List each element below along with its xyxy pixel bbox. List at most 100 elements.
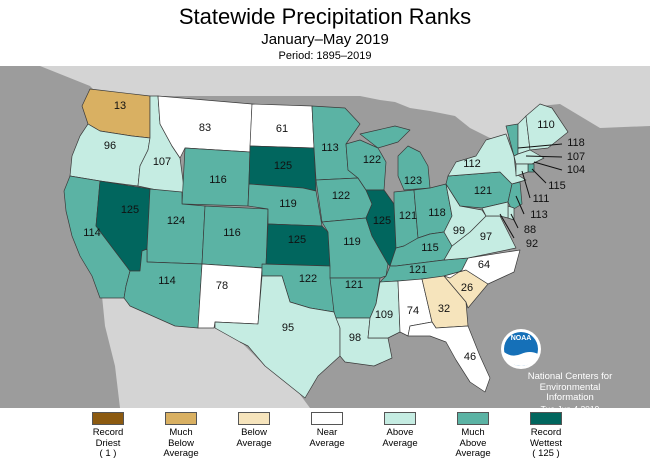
rank-NH: 107 <box>567 151 585 163</box>
rank-NM: 78 <box>216 280 228 292</box>
noaa-logo-icon: NOAA <box>501 329 541 369</box>
leader-MD <box>499 213 515 239</box>
legend-swatch <box>311 412 343 425</box>
legend-label3: ( 125 ) <box>532 448 560 459</box>
legend-label2: Average <box>382 437 418 449</box>
legend-label2: Above <box>459 437 487 449</box>
map-title: Statewide Precipitation Ranks <box>178 4 472 29</box>
leader-NJ <box>515 195 525 215</box>
rank-NE: 119 <box>279 198 297 210</box>
rank-SC: 26 <box>461 282 473 294</box>
rank-OR: 96 <box>104 140 116 152</box>
leader-CT <box>521 170 531 199</box>
rank-ID: 107 <box>153 156 171 168</box>
legend-item-record-driest: Record Driest ( 1 ) <box>68 412 148 460</box>
state-TX <box>214 275 341 399</box>
rank-IL: 125 <box>373 215 391 227</box>
state-MI <box>359 125 431 191</box>
legend-label2: Below <box>168 437 194 449</box>
rank-MI: 123 <box>404 175 422 187</box>
rank-DE: 88 <box>524 224 536 236</box>
legend-label2: Wettest <box>529 437 563 449</box>
rank-KY: 115 <box>421 242 439 254</box>
rank-WI: 122 <box>363 154 381 166</box>
state-CT <box>515 163 529 177</box>
legend-item-below: Below Average <box>214 412 294 449</box>
legend-label: Near <box>316 427 338 438</box>
rank-ND: 61 <box>276 123 288 135</box>
legend-swatch <box>384 412 416 425</box>
leader-VT <box>517 143 563 149</box>
rank-WA: 13 <box>114 100 126 112</box>
legend-item-much-below: Much Below Average <box>141 412 221 460</box>
legend-swatch <box>92 412 124 425</box>
rank-MS: 109 <box>375 309 393 321</box>
leader-NH <box>525 155 563 158</box>
canada-land <box>40 66 650 141</box>
rank-KS: 125 <box>288 234 306 246</box>
legend-label: Above <box>386 427 414 438</box>
rank-MT: 83 <box>199 122 211 134</box>
leader-DE <box>510 213 519 229</box>
legend-item-record-wettest: Record Wettest ( 125 ) <box>506 412 586 460</box>
rank-GA: 32 <box>438 303 450 315</box>
map-subtitle: January–May 2019 <box>261 31 389 48</box>
rank-NJ: 113 <box>530 209 548 221</box>
rank-MA: 104 <box>567 164 585 176</box>
rank-NC: 64 <box>478 259 490 271</box>
noaa-block: NOAA National Centers for Environmental … <box>500 328 640 414</box>
rank-FL: 46 <box>464 351 476 363</box>
rank-AR: 121 <box>345 279 363 291</box>
legend-label3: Average <box>163 448 199 459</box>
legend-label2: Average <box>236 437 272 449</box>
us-map-svg: 13 96 114 107 125 83 116 124 114 116 78 … <box>40 66 650 408</box>
legend-label: Much <box>169 427 193 438</box>
rank-OH: 118 <box>428 207 446 219</box>
legend: Record Driest ( 1 ) Much Below Average B… <box>0 412 650 475</box>
state-NC <box>443 249 521 285</box>
rank-UT: 124 <box>167 215 185 227</box>
rank-AZ: 114 <box>158 275 176 287</box>
leader-RI <box>531 168 547 184</box>
rank-CO: 116 <box>223 227 241 239</box>
legend-swatch <box>457 412 489 425</box>
leader-MA <box>533 161 563 171</box>
rank-AL: 74 <box>407 305 419 317</box>
legend-label2: Driest <box>95 437 121 449</box>
rank-NV: 125 <box>121 204 139 216</box>
rank-IN: 121 <box>399 210 417 222</box>
legend-label3: ( 1 ) <box>99 448 117 459</box>
state-MD <box>481 201 509 219</box>
legend-label3: Average <box>455 448 491 459</box>
rank-VT: 118 <box>567 137 585 149</box>
rank-RI: 115 <box>548 180 566 192</box>
state-WV <box>443 183 487 247</box>
rank-VA: 97 <box>480 231 492 243</box>
state-FL <box>407 321 491 393</box>
noaa-line1: National Centers for <box>527 371 613 382</box>
rank-MN: 113 <box>321 142 339 154</box>
svg-text:NOAA: NOAA <box>511 335 532 342</box>
rank-IA: 122 <box>332 190 350 202</box>
rank-WV: 99 <box>453 225 465 237</box>
mexico-land <box>100 276 310 408</box>
noaa-date: Tue Jun 4 2019 <box>540 403 600 414</box>
legend-label: Record <box>92 427 124 438</box>
map-period: Period: 1895–2019 <box>278 50 372 62</box>
rank-CT: 111 <box>533 193 550 205</box>
state-NM <box>197 263 263 329</box>
rank-LA: 98 <box>349 332 361 344</box>
rank-MO: 119 <box>343 236 361 248</box>
legend-label: Record <box>530 427 562 438</box>
legend-swatch <box>238 412 270 425</box>
legend-label2: Average <box>309 437 345 449</box>
rank-WY: 116 <box>209 174 227 186</box>
legend-swatch <box>530 412 562 425</box>
rank-CA: 114 <box>83 227 101 239</box>
noaa-line2: Environmental <box>539 381 601 393</box>
legend-label: Much <box>461 427 485 438</box>
legend-item-much-above: Much Above Average <box>433 412 513 460</box>
rank-MD: 92 <box>526 238 538 250</box>
rank-OK: 122 <box>299 273 317 285</box>
legend-label: Below <box>241 427 267 438</box>
